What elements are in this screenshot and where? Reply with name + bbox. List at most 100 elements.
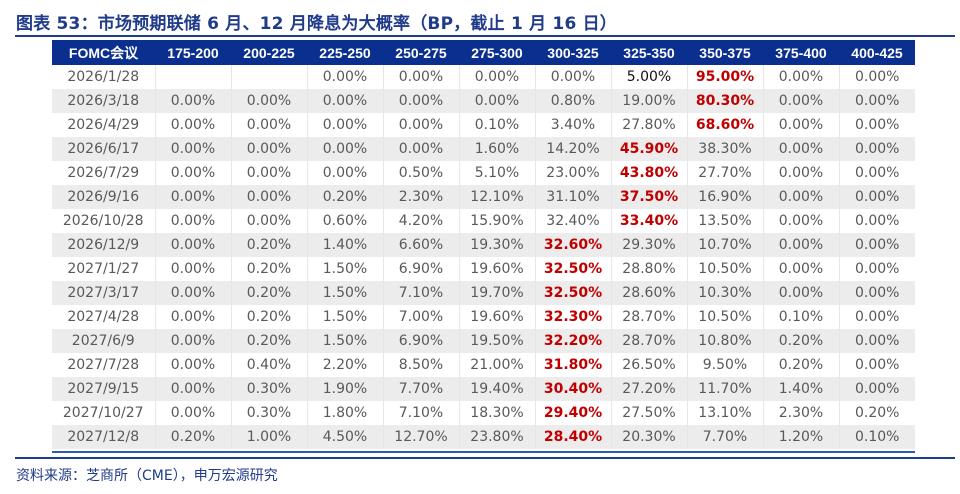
probability-cell: 0.00% — [839, 377, 915, 401]
probability-cell: 1.50% — [307, 329, 384, 353]
probability-cell-max: 32.60% — [535, 233, 612, 257]
probability-cell: 19.40% — [459, 377, 536, 401]
probability-cell: 0.00% — [459, 89, 536, 113]
probability-cell: 10.30% — [687, 281, 764, 305]
probability-cell: 0.20% — [307, 185, 384, 209]
probability-cell: 0.40% — [231, 353, 308, 377]
probability-cell: 19.60% — [459, 305, 536, 329]
probability-cell: 0.00% — [231, 113, 308, 137]
meeting-date: 2027/9/15 — [52, 377, 156, 401]
probability-cell: 28.60% — [611, 281, 688, 305]
probability-cell: 27.50% — [611, 401, 688, 425]
probability-cell: 0.00% — [155, 257, 232, 281]
probability-cell: 0.00% — [155, 137, 232, 161]
meeting-date: 2026/10/28 — [52, 209, 156, 233]
probability-cell: 13.50% — [687, 209, 764, 233]
probability-cell: 14.20% — [535, 137, 612, 161]
probability-cell: 28.80% — [611, 257, 688, 281]
probability-cell: 1.50% — [307, 257, 384, 281]
probability-cell: 0.00% — [155, 305, 232, 329]
table-row: 2026/1/28 0.00% 0.00% 0.00% 0.00% 5.00% 95.00%… — [52, 65, 915, 89]
table-row: 2027/3/17 0.00% 0.20% 1.50% 7.10% 19.70% 32.50… — [52, 281, 915, 305]
table-row: 2027/9/15 0.00% 0.30% 1.90% 7.70% 19.40% 30.40… — [52, 377, 915, 401]
table-row: 2026/10/28 0.00% 0.00% 0.60% 4.20% 15.90% 32.4… — [52, 209, 915, 233]
probability-cell: 0.00% — [155, 377, 232, 401]
probability-cell: 19.50% — [459, 329, 536, 353]
probability-cell: 0.00% — [763, 209, 840, 233]
probability-cell: 0.20% — [231, 233, 308, 257]
probability-cell-max: 29.40% — [535, 401, 612, 425]
probability-cell-max: 31.80% — [535, 353, 612, 377]
table-header-row: FOMC会议 175-200 200-225 225-250 250-275 275-30… — [52, 40, 915, 65]
probability-cell: 19.60% — [459, 257, 536, 281]
probability-cell-max: 80.30% — [687, 89, 764, 113]
source-note: 资料来源：芝商所（CME），申万宏源研究 — [16, 468, 278, 484]
probability-cell: 0.00% — [839, 353, 915, 377]
table-row: 2027/10/27 0.00% 0.30% 1.80% 7.10% 18.30% 29.4… — [52, 401, 915, 425]
meeting-date: 2027/7/28 — [52, 353, 156, 377]
meeting-date: 2026/6/17 — [52, 137, 156, 161]
probability-cell: 0.00% — [307, 113, 384, 137]
probability-cell: 0.20% — [155, 425, 232, 449]
header-range-300-325: 300-325 — [535, 40, 611, 65]
probability-cell: 0.00% — [459, 65, 536, 89]
table-bottom-border — [52, 451, 915, 453]
probability-cell: 1.40% — [307, 233, 384, 257]
meeting-date: 2027/6/9 — [52, 329, 156, 353]
probability-cell-max: 32.30% — [535, 305, 612, 329]
probability-cell-max: 32.50% — [535, 257, 612, 281]
probability-cell: 0.00% — [383, 137, 460, 161]
probability-cell: 19.70% — [459, 281, 536, 305]
probability-cell: 5.10% — [459, 161, 536, 185]
probability-cell-max: 43.80% — [611, 161, 688, 185]
meeting-date: 2027/3/17 — [52, 281, 156, 305]
probability-cell: 10.70% — [687, 233, 764, 257]
footer-rule — [15, 457, 955, 459]
probability-cell: 0.80% — [535, 89, 612, 113]
probability-cell: 1.60% — [459, 137, 536, 161]
probability-cell: 7.70% — [383, 377, 460, 401]
meeting-date: 2026/12/9 — [52, 233, 156, 257]
probability-cell: 11.70% — [687, 377, 764, 401]
probability-cell: 0.60% — [307, 209, 384, 233]
probability-cell: 0.00% — [307, 89, 384, 113]
probability-cell: 19.00% — [611, 89, 688, 113]
probability-cell: 0.20% — [231, 281, 308, 305]
probability-cell: 7.00% — [383, 305, 460, 329]
table-row: 2026/9/16 0.00% 0.00% 0.20% 2.30% 12.10% 31.10… — [52, 185, 915, 209]
header-range-275-300: 275-300 — [459, 40, 535, 65]
probability-cell: 0.00% — [231, 137, 308, 161]
table-row: 2026/3/18 0.00% 0.00% 0.00% 0.00% 0.00% 0.80% 1… — [52, 89, 915, 113]
rate-probability-table: FOMC会议 175-200 200-225 225-250 250-275 275-30… — [52, 40, 915, 449]
probability-cell: 23.00% — [535, 161, 612, 185]
probability-cell: 28.70% — [611, 329, 688, 353]
probability-cell: 6.90% — [383, 329, 460, 353]
probability-cell-max: 37.50% — [611, 185, 688, 209]
probability-cell: 0.00% — [763, 89, 840, 113]
table-row: 2026/4/29 0.00% 0.00% 0.00% 0.00% 0.10% 3.40% 2… — [52, 113, 915, 137]
probability-cell: 7.10% — [383, 401, 460, 425]
probability-cell: 0.20% — [763, 329, 840, 353]
probability-cell: 0.00% — [839, 329, 915, 353]
meeting-date: 2026/1/28 — [52, 65, 156, 89]
probability-cell: 0.20% — [763, 353, 840, 377]
table-row: 2026/6/17 0.00% 0.00% 0.00% 0.00% 1.60% 14.20%… — [52, 137, 915, 161]
probability-cell-max: 45.90% — [611, 137, 688, 161]
header-range-375-400: 375-400 — [763, 40, 839, 65]
probability-cell: 4.20% — [383, 209, 460, 233]
header-fomc-meeting: FOMC会议 — [52, 40, 155, 65]
table-row: 2027/7/28 0.00% 0.40% 2.20% 8.50% 21.00% 31.80… — [52, 353, 915, 377]
probability-cell: 0.00% — [155, 233, 232, 257]
meeting-date: 2027/1/27 — [52, 257, 156, 281]
probability-cell: 15.90% — [459, 209, 536, 233]
probability-cell: 18.30% — [459, 401, 536, 425]
probability-cell-max: 33.40% — [611, 209, 688, 233]
probability-cell: 4.50% — [307, 425, 384, 449]
probability-cell: 21.00% — [459, 353, 536, 377]
probability-cell: 6.90% — [383, 257, 460, 281]
probability-cell: 0.00% — [763, 185, 840, 209]
probability-cell: 0.00% — [763, 65, 840, 89]
probability-cell: 0.10% — [763, 305, 840, 329]
meeting-date: 2026/9/16 — [52, 185, 156, 209]
meeting-date: 2026/4/29 — [52, 113, 156, 137]
